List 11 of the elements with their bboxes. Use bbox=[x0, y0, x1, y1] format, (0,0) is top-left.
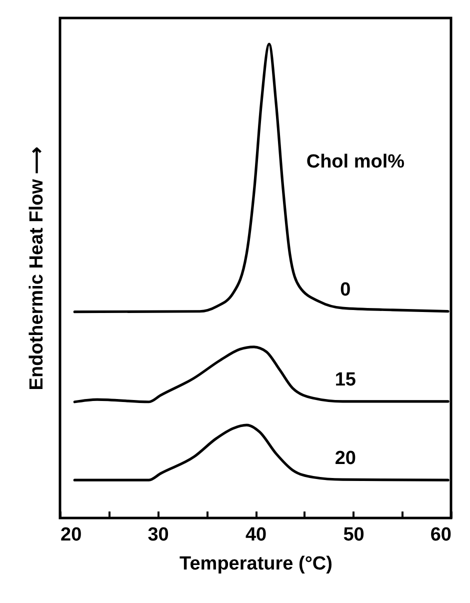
x-tick-label: 50 bbox=[343, 524, 364, 546]
x-tick-label: 60 bbox=[430, 524, 452, 546]
x-tick-label: 30 bbox=[148, 524, 169, 546]
series-label: 20 bbox=[334, 448, 356, 470]
y-axis-title: Endothermic Heat Flow ⟶ bbox=[26, 146, 48, 390]
x-axis-title: Temperature (°C) bbox=[180, 554, 332, 574]
x-tick-label: 40 bbox=[245, 524, 267, 546]
series-label: 0 bbox=[340, 279, 351, 300]
legend-title: Chol mol% bbox=[306, 151, 405, 172]
series-label: 15 bbox=[334, 369, 356, 390]
x-tick-label: 20 bbox=[60, 524, 82, 546]
